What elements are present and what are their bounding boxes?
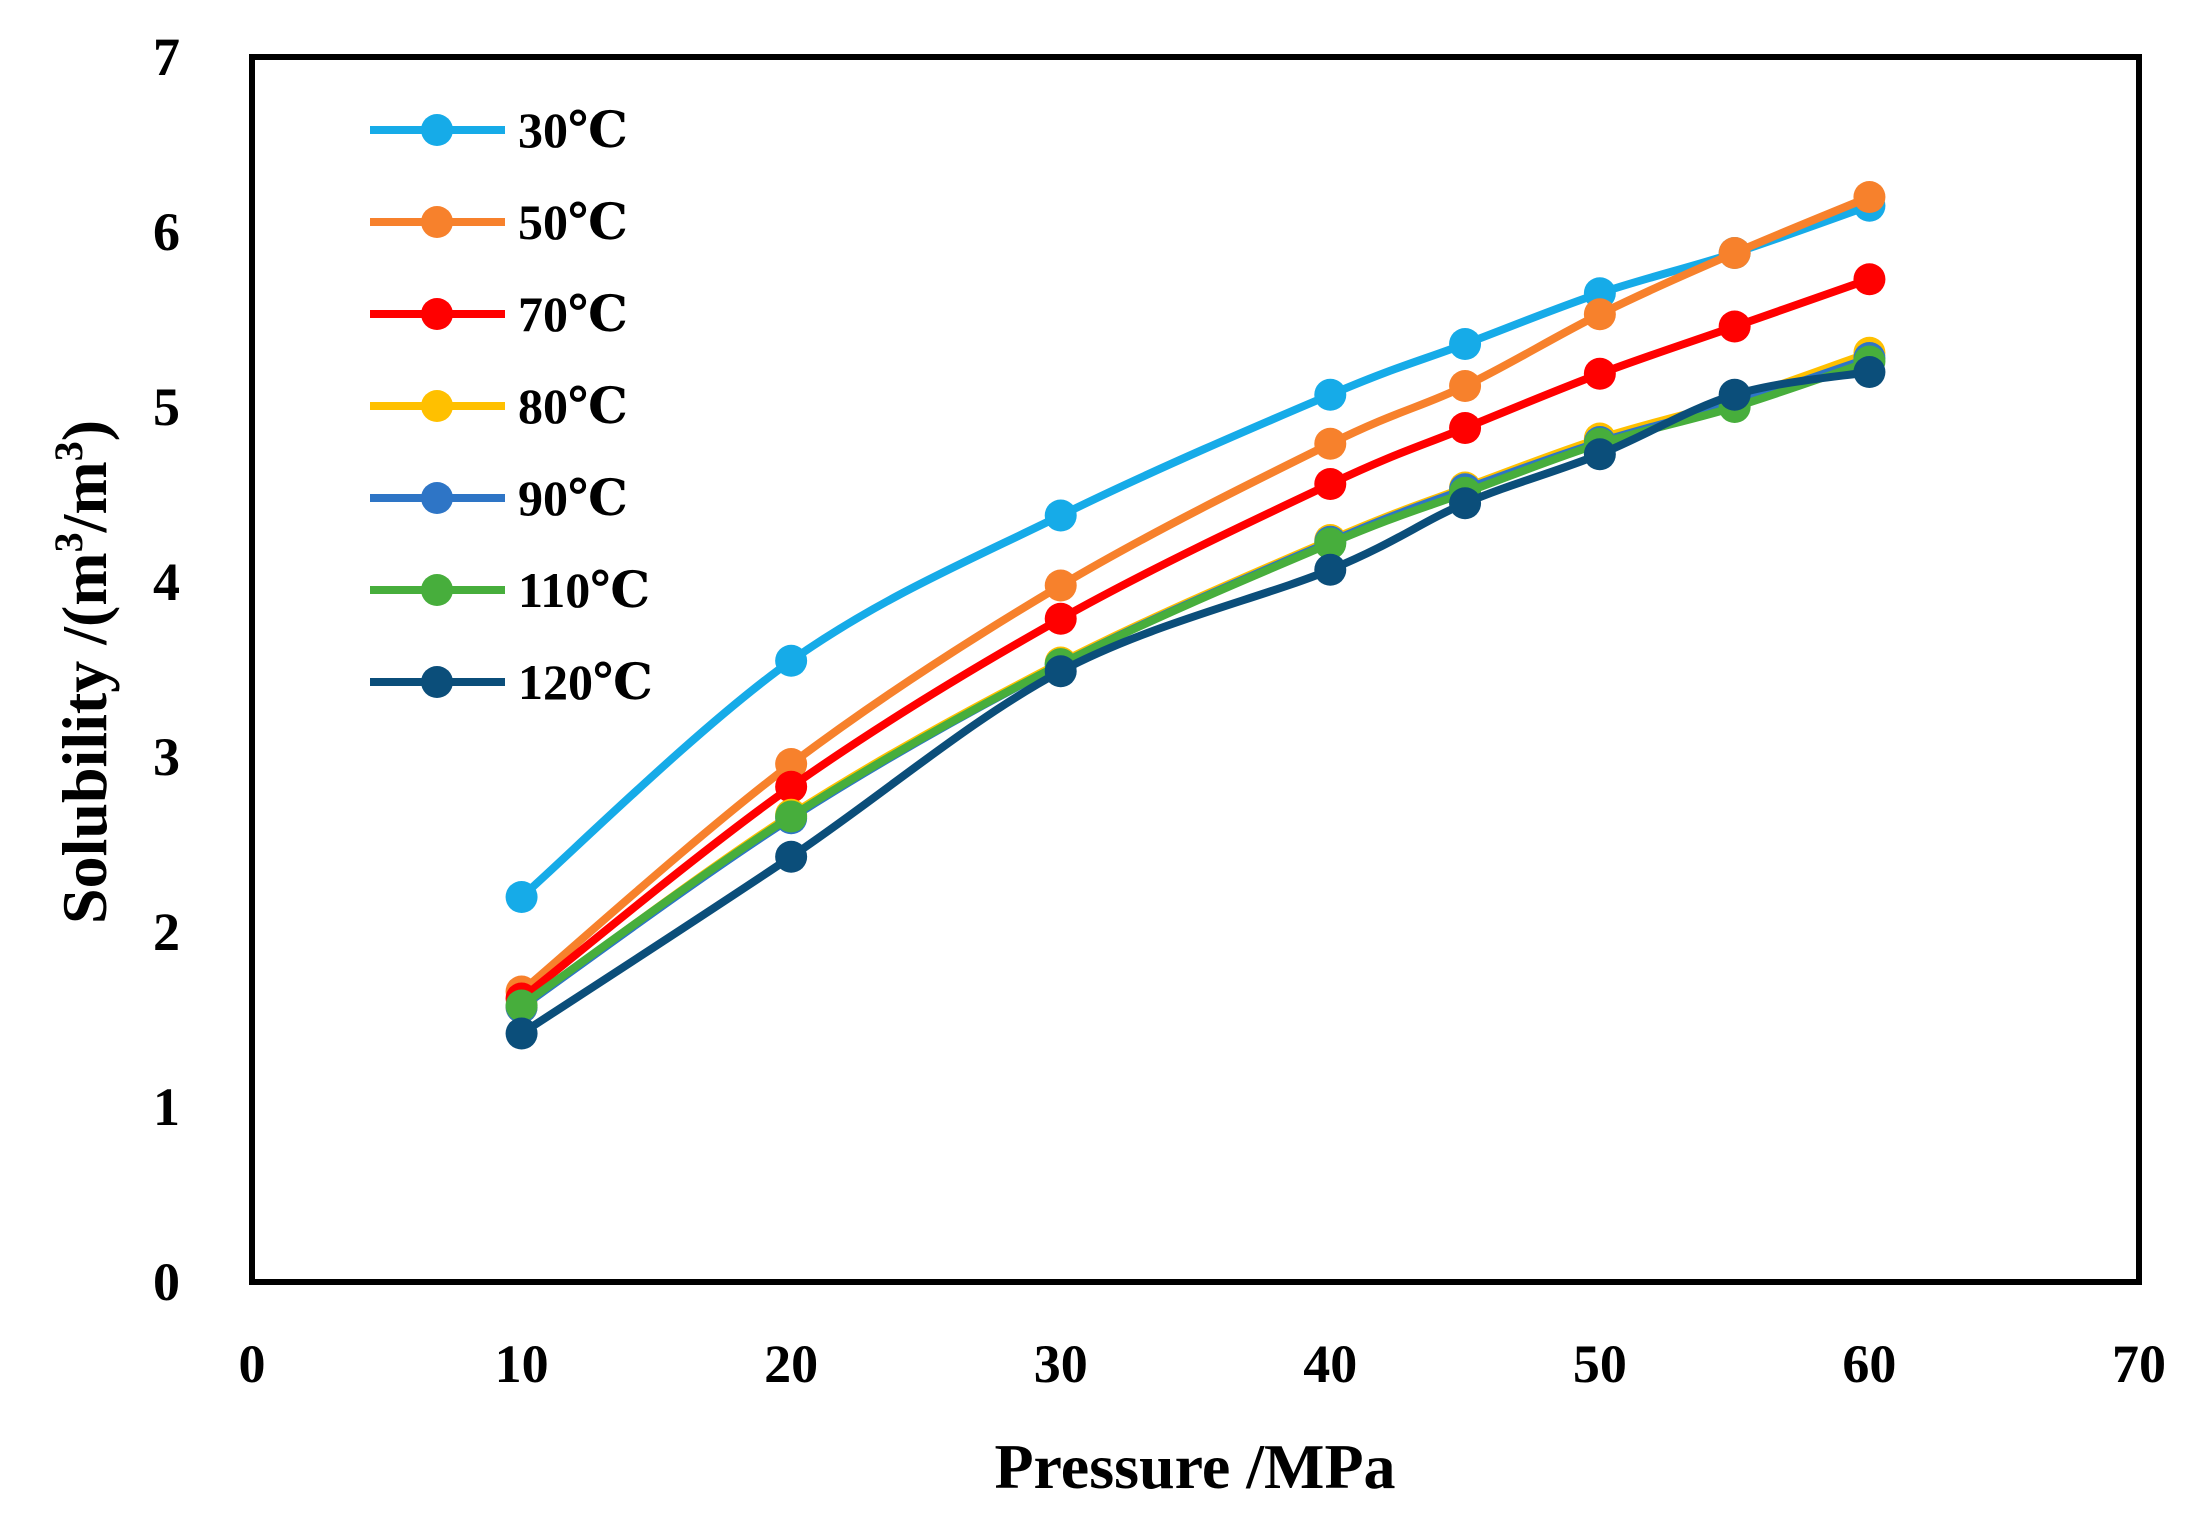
series-line bbox=[519, 357, 1871, 1009]
data-point bbox=[1314, 427, 1347, 460]
series-group bbox=[505, 345, 1886, 1022]
data-point bbox=[775, 800, 808, 833]
series-group bbox=[505, 336, 1886, 1024]
legend: 30℃ 50℃ 70℃ 80℃ 90℃ 110℃ 120℃ bbox=[370, 102, 653, 710]
data-point bbox=[775, 748, 808, 780]
legend-label: 90℃ bbox=[518, 470, 628, 526]
data-point bbox=[1449, 412, 1482, 444]
data-point bbox=[505, 989, 538, 1022]
y-axis-title-part: Solubility /(m bbox=[49, 552, 120, 924]
data-point bbox=[1314, 527, 1347, 560]
data-point bbox=[1853, 263, 1886, 296]
data-point bbox=[1044, 569, 1077, 602]
y-tick-label: 2 bbox=[153, 902, 180, 962]
data-point bbox=[1583, 357, 1616, 390]
series-layer bbox=[505, 181, 1886, 1050]
legend-label: 50℃ bbox=[518, 194, 628, 250]
series-group bbox=[505, 263, 1886, 1015]
data-point bbox=[775, 644, 808, 677]
y-tick-label: 4 bbox=[153, 552, 180, 612]
legend-marker bbox=[421, 482, 453, 514]
data-point bbox=[1314, 553, 1347, 586]
data-point bbox=[1314, 378, 1347, 411]
data-point bbox=[1718, 310, 1751, 343]
data-point bbox=[1718, 378, 1751, 411]
legend-label: 30℃ bbox=[518, 102, 628, 158]
legend-label: 70℃ bbox=[518, 286, 628, 342]
legend-label: 120℃ bbox=[518, 654, 653, 710]
x-axis-title: Pressure /MPa bbox=[994, 1431, 1395, 1502]
series-group bbox=[505, 356, 1886, 1050]
legend-label: 80℃ bbox=[518, 378, 628, 434]
legend-marker bbox=[421, 390, 453, 422]
data-point bbox=[1449, 487, 1482, 520]
plot-frame bbox=[249, 54, 2142, 1285]
legend-marker bbox=[421, 666, 453, 698]
data-point bbox=[1583, 298, 1616, 331]
series-group bbox=[505, 342, 1886, 1024]
series-line bbox=[518, 193, 1871, 995]
data-point bbox=[1449, 328, 1482, 360]
data-point bbox=[1044, 655, 1077, 688]
x-tick-label: 30 bbox=[1034, 1334, 1088, 1394]
data-point bbox=[1853, 356, 1886, 388]
y-axis-ticks: 0 1 2 3 4 5 6 7 bbox=[153, 27, 180, 1312]
x-axis-ticks: 0 10 20 30 40 50 60 70 bbox=[239, 1334, 2167, 1394]
x-tick-label: 40 bbox=[1303, 1334, 1357, 1394]
legend-marker bbox=[421, 298, 453, 330]
series-line bbox=[519, 368, 1871, 1037]
data-point bbox=[1718, 237, 1751, 269]
x-tick-label: 10 bbox=[495, 1334, 549, 1394]
x-tick-label: 70 bbox=[2112, 1334, 2166, 1394]
y-tick-label: 7 bbox=[153, 27, 180, 87]
x-tick-label: 20 bbox=[764, 1334, 818, 1394]
data-point bbox=[775, 840, 808, 873]
y-axis-title-part: ) bbox=[49, 420, 120, 441]
x-tick-label: 50 bbox=[1573, 1334, 1627, 1394]
y-tick-label: 0 bbox=[153, 1252, 180, 1312]
data-point bbox=[505, 881, 538, 913]
data-point bbox=[1449, 370, 1482, 402]
y-axis-title: Solubility /(m3/m3) bbox=[46, 420, 120, 924]
legend-marker bbox=[421, 574, 453, 606]
data-point bbox=[1044, 499, 1077, 532]
y-tick-label: 5 bbox=[153, 377, 180, 437]
data-point bbox=[1314, 468, 1347, 500]
y-tick-label: 3 bbox=[153, 727, 180, 787]
x-tick-label: 0 bbox=[239, 1334, 266, 1394]
data-point bbox=[1853, 181, 1886, 213]
y-axis-title-part: 3 bbox=[46, 441, 91, 461]
legend-marker bbox=[421, 206, 453, 238]
y-tick-label: 6 bbox=[153, 202, 180, 262]
data-point bbox=[1044, 602, 1077, 635]
legend-label: 110℃ bbox=[518, 562, 650, 618]
series-line bbox=[519, 275, 1871, 1002]
legend-marker bbox=[421, 114, 453, 146]
data-point bbox=[775, 770, 808, 803]
x-tick-label: 60 bbox=[1842, 1334, 1896, 1394]
y-axis-title-part: /m bbox=[49, 461, 120, 533]
data-point bbox=[505, 1017, 538, 1050]
y-axis-title-part: 3 bbox=[46, 532, 91, 552]
series-group bbox=[505, 181, 1886, 1008]
data-point bbox=[1583, 438, 1616, 471]
y-tick-label: 1 bbox=[153, 1077, 180, 1137]
